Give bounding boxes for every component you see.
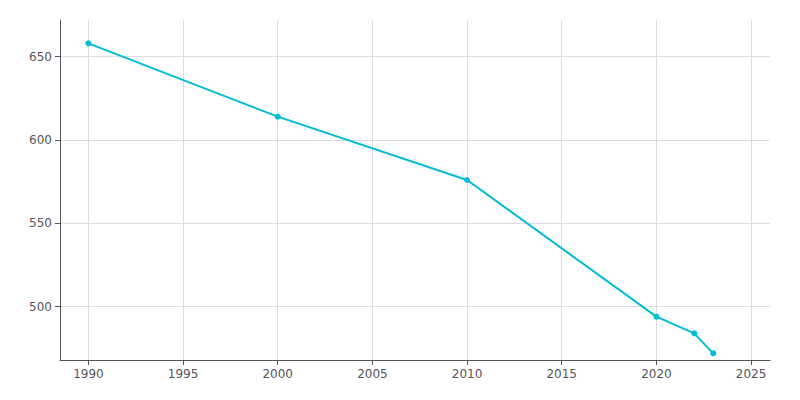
svg-text:2020: 2020	[641, 367, 672, 381]
svg-text:1990: 1990	[73, 367, 104, 381]
svg-text:500: 500	[29, 300, 52, 314]
svg-text:2000: 2000	[262, 367, 293, 381]
svg-text:2010: 2010	[452, 367, 483, 381]
svg-text:550: 550	[29, 216, 52, 230]
svg-text:2025: 2025	[736, 367, 767, 381]
svg-text:1995: 1995	[168, 367, 199, 381]
svg-text:650: 650	[29, 50, 52, 64]
svg-text:2015: 2015	[546, 367, 577, 381]
svg-text:600: 600	[29, 133, 52, 147]
svg-text:2005: 2005	[357, 367, 388, 381]
